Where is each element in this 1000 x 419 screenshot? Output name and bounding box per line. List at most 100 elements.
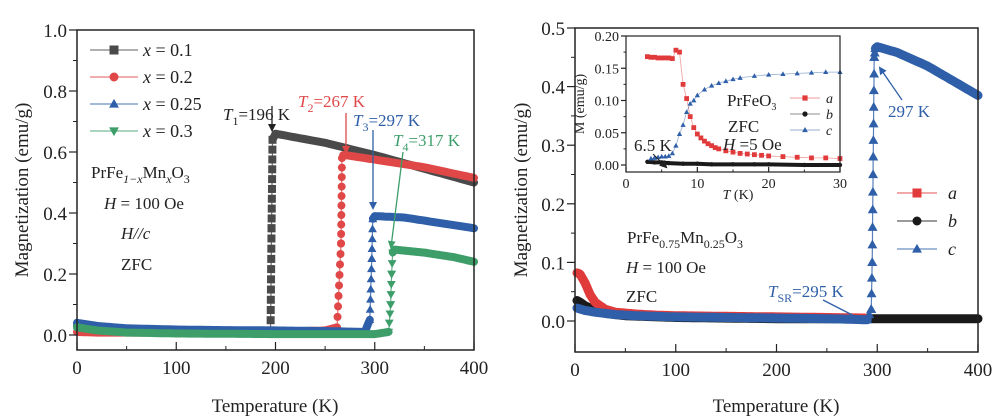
series-band <box>572 303 872 325</box>
data-point <box>868 169 879 179</box>
data-point <box>386 291 396 299</box>
right-x-tick-label: 200 <box>762 360 791 381</box>
legend-label: a <box>948 183 957 203</box>
data-point <box>337 211 346 220</box>
legend-marker <box>802 111 808 117</box>
data-point <box>694 131 700 137</box>
data-point <box>652 160 657 165</box>
data-point <box>334 302 343 311</box>
data-point <box>368 214 378 223</box>
inset-legend-item: b <box>790 108 833 123</box>
data-point <box>368 224 377 233</box>
data-point <box>705 141 711 147</box>
data-point <box>337 154 346 163</box>
data-point <box>268 135 277 144</box>
right-legend: abc <box>897 183 957 259</box>
right-y-tick-label: 0.5 <box>541 19 565 40</box>
data-point <box>867 186 878 196</box>
left-y-tick-label: 0.6 <box>43 143 67 164</box>
transition-label: T1=196 K <box>223 105 291 128</box>
data-point <box>680 122 686 127</box>
data-point <box>716 80 722 86</box>
left-y-tick-label: 0.8 <box>43 82 67 103</box>
data-point <box>737 150 743 156</box>
data-point <box>780 71 786 76</box>
right-legend-item: a <box>897 183 957 203</box>
data-point <box>333 312 342 321</box>
data-point <box>866 304 877 313</box>
data-point <box>662 55 668 61</box>
legend-marker <box>912 216 922 226</box>
right-y-tick-label: 0.3 <box>541 136 565 157</box>
left-y-axis-title: Magnetization (emu/g) <box>12 103 33 278</box>
data-point <box>730 162 736 167</box>
inset-y-axis-title: M (emu/g) <box>573 74 588 135</box>
data-point <box>266 316 275 325</box>
data-point <box>680 81 686 87</box>
transition-label: T3=297 K <box>353 111 421 134</box>
inset-x-tick-label: 30 <box>833 177 847 192</box>
data-point <box>687 100 693 106</box>
data-point <box>648 54 654 60</box>
right-tsr-arrow <box>822 299 868 323</box>
data-point <box>337 239 346 248</box>
data-point <box>337 163 346 172</box>
data-point <box>823 155 829 161</box>
left-mode-label: ZFC <box>121 255 152 274</box>
data-point <box>385 310 395 319</box>
data-point <box>267 275 276 284</box>
legend-marker <box>109 127 119 137</box>
legend-label: b <box>826 108 833 123</box>
inset-y-tick-label: 0.15 <box>595 62 620 77</box>
data-point <box>267 234 276 243</box>
legend-marker <box>109 72 119 82</box>
data-point <box>366 294 375 303</box>
right-legend-item: b <box>897 211 957 231</box>
series-band <box>388 245 478 266</box>
data-point <box>337 201 346 210</box>
right-mode-label: ZFC <box>626 287 657 306</box>
data-point <box>267 204 276 213</box>
data-point <box>709 162 714 167</box>
data-point <box>645 159 650 164</box>
right-x-tick-label: 100 <box>662 360 691 381</box>
data-point <box>683 109 690 115</box>
data-point <box>367 254 377 262</box>
left-legend-item: x = 0.25 <box>90 94 202 114</box>
inset-legend: abc <box>790 92 833 139</box>
right-x-tick-label: 400 <box>964 360 993 381</box>
legend-label: c <box>826 124 833 139</box>
data-point <box>684 96 690 101</box>
inset-compound-label: PrFeO3 <box>727 91 776 113</box>
right-y-tick-label: 0.4 <box>541 78 565 99</box>
data-point <box>266 295 275 304</box>
data-point <box>868 118 879 128</box>
left-legend-item: x = 0.2 <box>90 67 193 87</box>
inset-axes: 0 10 20 30 0.00 0.05 0.10 0.15 0.20 <box>595 30 848 192</box>
inset-series-a <box>645 47 843 161</box>
data-point <box>337 230 346 239</box>
legend-label: x = 0.1 <box>142 40 193 60</box>
legend-marker <box>802 127 808 133</box>
data-point <box>723 78 729 84</box>
data-point <box>336 249 345 258</box>
inset-arrow <box>652 153 668 169</box>
data-point <box>687 114 693 120</box>
data-point <box>645 54 650 60</box>
left-transition-annotations: T1=196 K T2=267 KT3=297 KT4=317 K <box>223 92 461 249</box>
data-point <box>337 173 346 182</box>
left-series-x-0-3 <box>73 245 478 339</box>
data-point <box>367 244 377 253</box>
data-point <box>808 70 815 75</box>
data-point <box>867 222 878 231</box>
right-y-tick-label: 0.2 <box>541 195 565 216</box>
data-point <box>701 86 708 92</box>
data-point <box>691 125 697 130</box>
inset-y-tick-label: 0.10 <box>595 95 620 110</box>
legend-label: b <box>948 211 957 231</box>
left-y-tick-label: 0.2 <box>43 265 67 286</box>
left-compound-label: PrFe1−xMnxO3 <box>91 163 190 186</box>
data-point <box>869 47 880 57</box>
